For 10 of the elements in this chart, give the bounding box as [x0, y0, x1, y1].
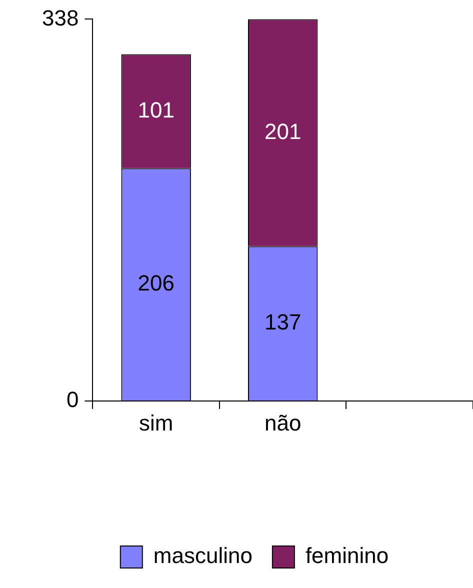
y-tick-label: 338: [42, 5, 79, 30]
y-tick-label: 0: [66, 387, 79, 412]
x-tick-label: sim: [138, 410, 174, 436]
legend-label: masculino: [153, 543, 252, 568]
data-label: 201: [264, 118, 302, 144]
data-label: 206: [138, 270, 174, 296]
x-tick-label: não: [264, 410, 302, 436]
data-label: 137: [264, 309, 302, 334]
data-label: 101: [138, 97, 174, 122]
legend-label: feminino: [305, 543, 389, 568]
